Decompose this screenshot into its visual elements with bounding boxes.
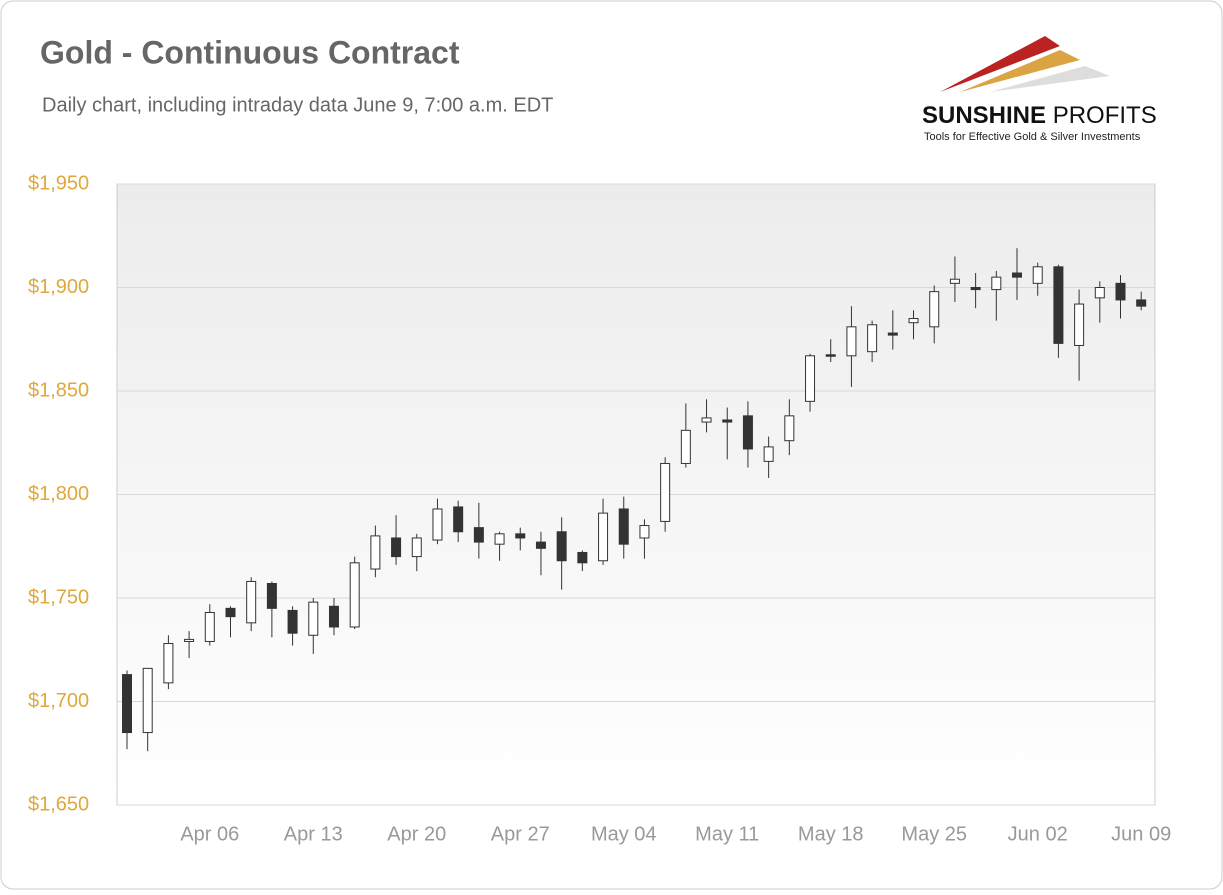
candle-body	[1115, 282, 1126, 301]
candle-body	[991, 276, 1002, 291]
candle-body	[432, 508, 443, 541]
candle-body	[266, 583, 277, 609]
candle-body	[680, 429, 691, 464]
y-tick-label: $1,700	[28, 690, 89, 712]
y-tick-label: $1,950	[28, 172, 89, 194]
candle-body	[929, 291, 940, 328]
candle-body	[846, 326, 857, 357]
logo-name-rest: PROFITS	[1053, 102, 1157, 129]
candle-body	[908, 318, 919, 324]
candle-body	[308, 601, 319, 636]
y-tick-label: $1,900	[28, 276, 89, 298]
logo-swoosh	[960, 50, 1080, 92]
candle-body	[535, 541, 546, 549]
candle-body	[411, 537, 422, 558]
candle-body	[122, 674, 132, 734]
candle-body	[515, 533, 526, 539]
candle-body	[328, 605, 339, 628]
x-tick-label: Apr 06	[180, 823, 239, 845]
x-tick-label: May 11	[695, 823, 759, 845]
x-tick-label: Jun 09	[1111, 823, 1171, 845]
candle-body	[453, 506, 464, 533]
candle-body	[184, 638, 195, 642]
candle-body	[1094, 287, 1105, 299]
candle-body	[577, 551, 588, 564]
x-tick-label: Apr 13	[284, 823, 343, 845]
candle-body	[722, 419, 733, 423]
candle-body	[1032, 266, 1043, 284]
chart-title: Gold - Continuous Contract	[40, 34, 460, 70]
candle-body	[639, 525, 650, 539]
candle-body	[204, 611, 215, 642]
logo-swoosh	[940, 36, 1060, 92]
candle-body	[784, 415, 795, 442]
candle-body	[742, 415, 753, 450]
x-tick-label: Apr 20	[387, 823, 446, 845]
candle-body	[618, 508, 629, 545]
logo-tagline: Tools for Effective Gold & Silver Invest…	[924, 131, 1141, 143]
candle-body	[1136, 299, 1147, 307]
candle-body	[970, 287, 981, 291]
candle-body	[287, 609, 298, 634]
chart-subtitle: Daily chart, including intraday data Jun…	[42, 94, 553, 116]
candle-body	[1012, 272, 1023, 278]
candle-body	[391, 537, 402, 558]
candle-body	[805, 355, 816, 402]
candle-body	[1074, 303, 1085, 346]
candle-body	[701, 417, 712, 423]
x-tick-label: May 18	[798, 823, 864, 845]
y-tick-label: $1,750	[28, 586, 89, 608]
candle-body	[949, 278, 960, 284]
x-tick-label: May 04	[591, 823, 657, 845]
logo-name: SUNSHINE PROFITS	[922, 102, 1157, 129]
candle-body	[473, 527, 484, 543]
y-tick-label: $1,850	[28, 379, 89, 401]
x-tick-label: Apr 27	[491, 823, 550, 845]
x-tick-label: Jun 02	[1008, 823, 1068, 845]
x-tick-label: May 25	[901, 823, 967, 845]
y-tick-label: $1,800	[28, 483, 89, 505]
candle-body	[246, 580, 257, 624]
candle-body	[494, 533, 505, 545]
logo-swoosh	[990, 66, 1110, 92]
candle-body	[1053, 266, 1064, 344]
candle-body	[660, 462, 671, 522]
logo: SUNSHINE PROFITS Tools for Effective Gol…	[922, 36, 1157, 143]
candle-body	[598, 512, 609, 562]
candle-body	[887, 332, 898, 336]
candle-body	[556, 531, 567, 562]
candle-body	[867, 324, 878, 353]
candle-body	[142, 667, 153, 734]
candle-body	[225, 607, 236, 618]
candle-body	[763, 446, 774, 462]
candle-body	[349, 562, 360, 628]
candle-body	[370, 535, 381, 570]
y-tick-label: $1,650	[28, 793, 89, 815]
candle-body	[163, 643, 174, 684]
candle-body	[825, 354, 836, 357]
logo-name-bold: SUNSHINE	[922, 102, 1046, 129]
